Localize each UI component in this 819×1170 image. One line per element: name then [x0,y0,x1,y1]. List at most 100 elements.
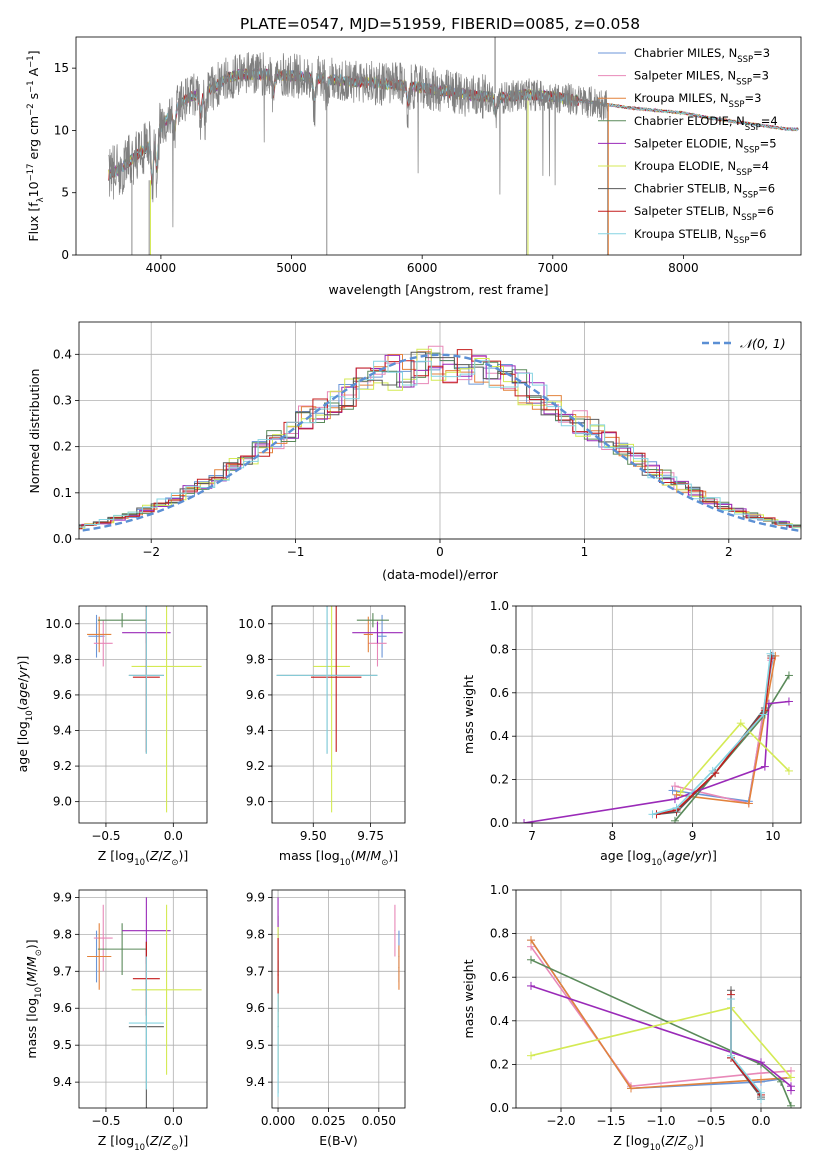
label-part: mass [log [279,848,340,863]
label-part: 10 [650,1143,661,1153]
tick-label-y: 9.8 [246,927,265,941]
tick-label-y: 15 [54,61,69,75]
label-part: )] [388,848,398,863]
label-part: =4 [761,114,778,128]
tick-label-x: 0 [436,545,444,559]
label-part: =5 [760,136,777,150]
tick-label-y: 0.4 [490,1014,509,1028]
label-part: SSP [736,168,752,178]
label-part: Kroupa STELIB, N [634,227,734,241]
axes-frame [78,321,802,540]
label-part: ⊙ [687,1143,694,1153]
axes-frame [78,889,208,1109]
label-part: ⊙ [171,858,178,868]
x-axis-label: (data-model)/error [382,567,499,582]
tick-label-y: 0.2 [53,440,72,454]
label-part: Chabrier STELIB, N [634,182,742,196]
label-part: M [24,971,39,982]
label-part: −1 [26,80,36,93]
label-part: 10 [26,181,41,197]
label-part: −2 [26,103,36,116]
tick-label-x: 4000 [146,261,177,275]
tick-label-x: 7 [528,829,536,843]
label-part: 10 [25,710,35,721]
label-part: SSP [729,100,745,110]
tick-label-y: 0.6 [490,970,509,984]
label-part: / [690,848,695,863]
tick-label-y: 9.9 [53,890,72,904]
label-part: )] [24,939,39,949]
y-axis-label: Normed distribution [27,369,42,494]
tick-label-y: 0.0 [490,1101,509,1115]
axes-frame [271,605,406,824]
axes-frame [271,889,406,1109]
y-axis-label: mass [log10(M/M⊙)] [24,939,44,1058]
x-axis-label: mass [log10(M/M⊙)] [279,848,398,868]
label-part: Z [677,1133,687,1148]
label-part: )] [707,848,717,863]
legend-entry: Salpeter MILES, NSSP=3 [634,69,769,88]
x-axis-label: Z [log10(Z/Z⊙)] [613,1133,703,1153]
weight-line [530,939,792,1090]
label-part: ( [661,1133,666,1148]
tick-label-y: 0.6 [490,686,509,700]
label-part: Salpeter STELIB, N [634,204,741,218]
label-part: )] [178,1133,188,1148]
x-axis-label: E(B-V) [319,1133,358,1148]
tick-label-y: 9.8 [53,927,72,941]
label-part: Z [149,1133,159,1148]
axes-mass_vs_ebv: 0.000 0.025 0.050 9.4 9.5 9.6 9.7 9.8 9.9 E(B-V) [246,889,406,1148]
tick-label-x: −0.5 [91,829,120,843]
tick-label-x: 0.0 [164,829,183,843]
tick-label-x: −2.0 [546,1114,575,1128]
label-part: SSP [744,145,760,155]
label-part: −1 [26,55,36,68]
label-part: )] [694,1133,704,1148]
axes-spectrum: 4000 5000 6000 7000 8000 0 5 10 15 Chabrier MILES… [26,36,802,297]
label-part: Z [162,848,172,863]
label-part: =3 [752,69,769,83]
axes-residuals: −2 −1 0 1 2 0.0 0.1 0.2 0.3 0.4 𝒩(0, 1) (data-model… [27,321,802,582]
label-part: Chabrier ELODIE, N [634,114,745,128]
label-part: Flux [f [26,202,41,242]
tick-label-y: 9.6 [246,688,265,702]
plot-area-spectrum [108,37,799,255]
label-part: 10 [340,858,351,868]
legend-entry: Kroupa ELODIE, NSSP=4 [634,159,769,178]
tick-label-y: 9.8 [53,652,72,666]
plot-area-mass_vs_Z [87,897,202,1108]
label-part: / [159,848,164,863]
label-part: 10 [134,1143,145,1153]
y-axis-label: age [log10(age/yr)] [15,656,35,773]
tick-label-y: 0.8 [490,927,509,941]
tick-label-y: 10.0 [238,617,265,631]
label-part: Z [log [98,1133,134,1148]
legend-entry: Chabrier ELODIE, NSSP=4 [634,114,778,133]
label-part: SSP [742,191,758,201]
tick-label-y: 9.6 [53,1001,72,1015]
tick-label-y: 0.4 [53,347,72,361]
legend-entry: Chabrier MILES, NSSP=3 [634,46,770,65]
figure-title: PLATE=0547, MJD=51959, FIBERID=0085, z=0… [240,15,640,33]
tick-label-x: 0.025 [311,1114,345,1128]
label-part: yr [694,848,708,863]
label-part: Chabrier MILES, N [634,46,737,60]
tick-label-x: 9.50 [300,829,327,843]
label-part: ( [351,848,356,863]
label-part: Z [664,1133,674,1148]
axes-frame [78,605,208,824]
tick-label-y: 0.0 [53,532,72,546]
label-part: M [24,956,39,967]
tick-label-x: 2 [725,545,733,559]
legend-entry: Salpeter STELIB, NSSP=6 [634,204,774,223]
x-axis-label: wavelength [Angstrom, rest frame] [328,282,548,297]
y-axis-label: mass weight [461,675,476,754]
tick-label-y: 0.3 [53,393,72,407]
plot-area-weight_vs_Z [527,936,795,1108]
legend-entry: Kroupa MILES, NSSP=3 [634,91,761,110]
tick-label-x: −1 [287,545,305,559]
residual-histogram-step [79,351,801,530]
